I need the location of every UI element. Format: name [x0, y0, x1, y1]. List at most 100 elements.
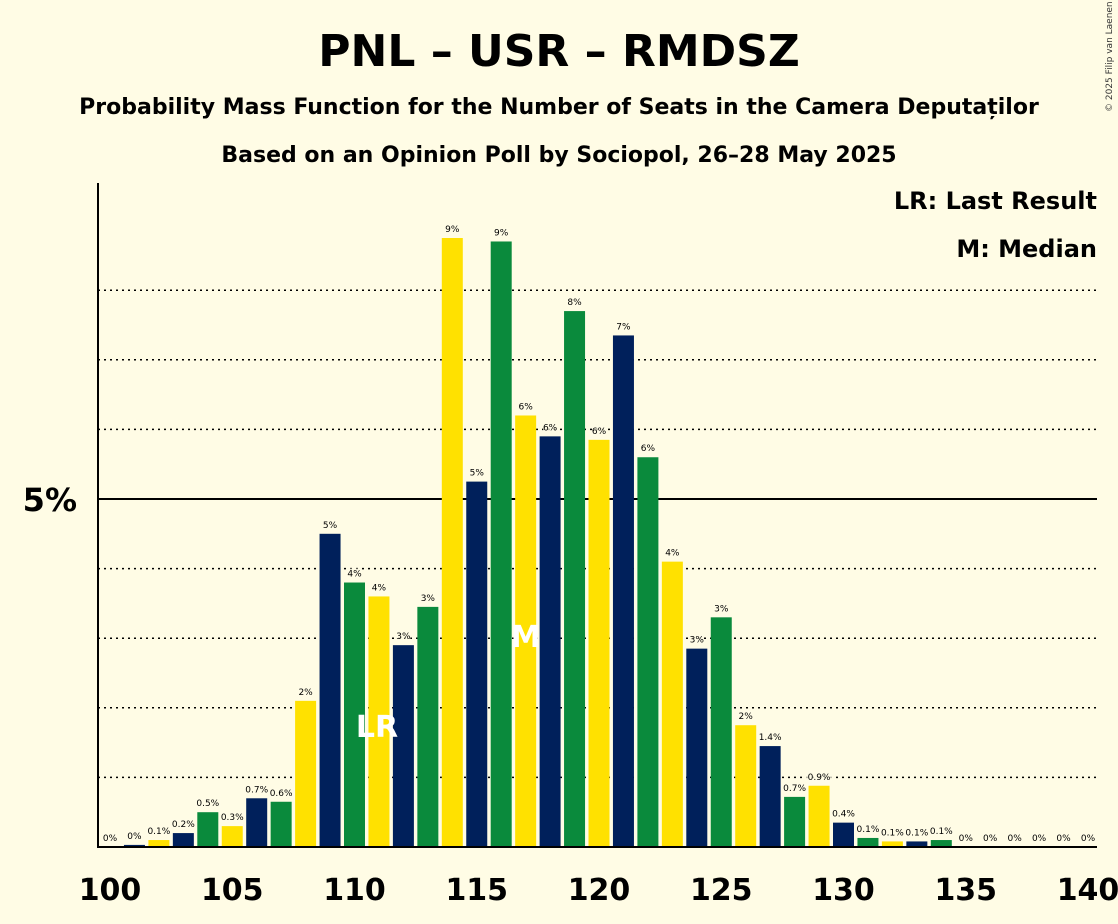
bar-114 — [441, 238, 463, 847]
bar-label-bg-138 — [1032, 833, 1047, 843]
bar-123 — [661, 561, 683, 847]
bar-label-bg-132 — [879, 827, 906, 838]
bar-label-bg-119 — [567, 297, 582, 308]
bar-label-136: 0% — [983, 834, 998, 844]
bar-108 — [295, 700, 317, 847]
bar-label-100: 0% — [103, 834, 118, 844]
bar-125 — [710, 617, 732, 847]
bar-label-bg-104 — [194, 798, 221, 809]
bar-label-bg-102 — [145, 826, 172, 837]
bar-130 — [833, 822, 854, 847]
bar-label-127: 1.4% — [759, 733, 782, 743]
bar-label-110: 4% — [347, 570, 362, 580]
bar-102 — [148, 840, 170, 847]
bar-label-108: 2% — [298, 688, 313, 698]
y-tick-label: 5% — [23, 481, 77, 519]
bar-121 — [612, 335, 634, 847]
bar-label-124: 3% — [690, 636, 705, 646]
bar-label-bg-103 — [170, 819, 197, 830]
bar-label-bg-112 — [396, 631, 411, 642]
bar-label-126: 2% — [739, 712, 754, 722]
bar-126 — [735, 725, 757, 847]
bar-134 — [930, 840, 952, 847]
x-tick-label-100: 100 — [79, 873, 142, 908]
bar-label-bg-114 — [445, 224, 460, 234]
legend-last-result: LR: Last Result — [894, 187, 1097, 215]
bar-label-bg-131 — [854, 823, 881, 834]
x-tick-label-140: 140 — [1057, 873, 1118, 908]
bar-label-135: 0% — [959, 834, 974, 844]
chart-subtitle: Probability Mass Function for the Number… — [79, 95, 1039, 120]
bar-112 — [392, 645, 414, 847]
bar-label-bg-117 — [518, 401, 533, 412]
bar-label-bg-130 — [830, 808, 857, 819]
bar-115 — [466, 481, 488, 847]
bar-label-125: 3% — [714, 604, 729, 614]
bar-label-101: 0% — [127, 832, 142, 842]
bar-label-140: 0% — [1081, 834, 1096, 844]
bar-label-117: 6% — [519, 402, 534, 412]
bar-label-109: 5% — [323, 521, 338, 531]
bar-label-bg-127 — [757, 732, 784, 743]
bar-label-106: 0.7% — [245, 785, 268, 795]
bar-120 — [588, 439, 610, 847]
bar-label-118: 6% — [543, 423, 558, 433]
bars — [123, 238, 952, 848]
bar-117 — [515, 415, 537, 847]
bar-label-134: 0.1% — [930, 827, 953, 837]
bar-label-bg-124 — [689, 634, 704, 645]
bar-label-bg-125 — [714, 603, 729, 614]
bar-label-bg-110 — [347, 568, 362, 579]
bar-133 — [906, 841, 928, 847]
markers: LR M — [356, 620, 541, 745]
bar-label-bg-133 — [903, 827, 930, 838]
bar-label-103: 0.2% — [172, 820, 195, 830]
x-tick-label-125: 125 — [690, 873, 753, 908]
bar-label-bg-105 — [219, 812, 246, 823]
last-result-marker: LR — [356, 710, 398, 745]
bar-128 — [784, 796, 806, 847]
bar-label-bg-134 — [928, 826, 955, 837]
bar-label-bg-126 — [738, 711, 753, 722]
bar-label-129: 0.9% — [808, 773, 831, 783]
bar-label-bg-137 — [1007, 833, 1022, 843]
bar-label-bg-107 — [268, 787, 295, 798]
bar-label-bg-108 — [298, 686, 313, 697]
bar-label-112: 3% — [396, 632, 411, 642]
bar-122 — [637, 457, 659, 847]
bar-label-bg-113 — [420, 592, 435, 603]
bar-label-bg-100 — [103, 833, 117, 843]
bar-label-bg-139 — [1056, 833, 1071, 843]
bar-label-bg-106 — [243, 784, 270, 795]
bar-label-137: 0% — [1008, 834, 1023, 844]
bar-label-111: 4% — [372, 583, 387, 593]
bar-label-bg-118 — [543, 422, 558, 433]
median-marker: M — [511, 620, 541, 655]
x-tick-label-115: 115 — [445, 873, 508, 908]
bar-132 — [881, 841, 903, 847]
bar-119 — [564, 311, 586, 848]
bar-127 — [759, 746, 781, 847]
copyright: © 2025 Filip van Laenen — [1105, 1, 1115, 112]
bar-label-bg-122 — [640, 443, 655, 454]
bar-label-130: 0.4% — [832, 810, 855, 820]
bar-label-116: 9% — [494, 228, 509, 238]
bar-label-132: 0.1% — [881, 828, 904, 838]
bar-label-120: 6% — [592, 427, 607, 437]
bar-labels: 0% 0% 0.1%0.2%0.5%0.3%0.7% 0.6%2%5%4%4%3%3%… — [103, 224, 1096, 844]
x-tick-label-135: 135 — [934, 873, 997, 908]
bar-label-113: 3% — [421, 594, 436, 604]
bar-label-138: 0% — [1032, 834, 1047, 844]
bar-label-123: 4% — [665, 549, 680, 559]
bar-106 — [246, 798, 268, 847]
chart-title: PNL – USR – RMDSZ — [318, 26, 799, 77]
bar-101 — [123, 844, 145, 847]
bar-label-121: 7% — [616, 322, 631, 332]
bar-label-139: 0% — [1056, 834, 1071, 844]
bar-110 — [344, 582, 365, 847]
x-tick-label-120: 120 — [568, 873, 631, 908]
bar-label-bg-111 — [371, 582, 386, 593]
bar-label-bg-140 — [1081, 833, 1095, 843]
bar-label-128: 0.7% — [783, 784, 806, 794]
